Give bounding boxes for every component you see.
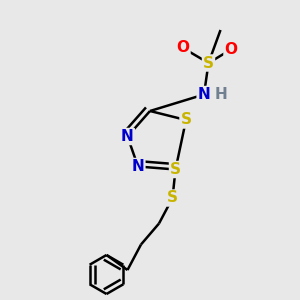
Text: N: N: [132, 159, 144, 174]
Text: N: N: [198, 87, 210, 102]
Text: H: H: [214, 87, 227, 102]
Text: N: N: [121, 129, 134, 144]
Text: S: S: [167, 190, 178, 206]
Text: S: S: [203, 56, 214, 70]
Text: O: O: [176, 40, 190, 56]
Text: S: S: [181, 112, 191, 128]
Text: S: S: [170, 162, 181, 177]
Text: O: O: [224, 42, 238, 57]
